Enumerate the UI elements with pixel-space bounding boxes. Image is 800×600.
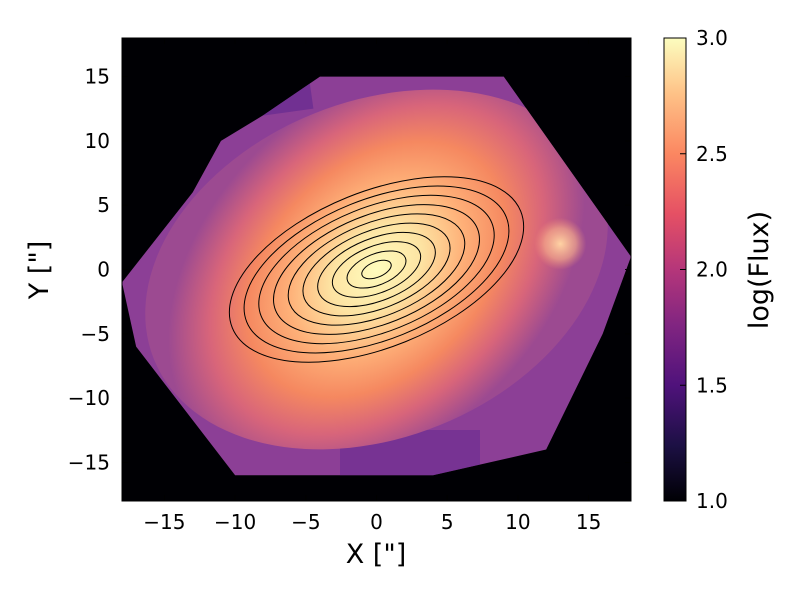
contours	[228, 176, 525, 363]
colorbar-tick-label: 2.5	[696, 142, 728, 166]
colorbar-tick-label: 1.5	[696, 373, 728, 397]
y-tick-label: −5	[81, 322, 110, 346]
contour-3	[331, 241, 422, 298]
x-tick-label: −15	[143, 510, 185, 534]
y-axis-label: Y ["]	[24, 241, 55, 301]
colorbar-tick-label: 1.0	[696, 489, 728, 513]
y-tick-label: −10	[68, 386, 110, 410]
y-axis-ticks: −15 −10 −5 0 5 10 15	[68, 65, 631, 474]
colorbar-tick-label: 2.0	[696, 258, 728, 282]
x-tick-label: 5	[441, 510, 454, 534]
colorbar-label: log(Flux)	[744, 211, 775, 329]
contour-8	[258, 194, 495, 345]
x-tick-label: 0	[370, 510, 383, 534]
x-axis-label: X ["]	[346, 539, 407, 570]
y-tick-label: −15	[68, 450, 110, 474]
secondary-source	[534, 217, 587, 270]
x-tick-label: −5	[291, 510, 320, 534]
y-tick-label: 15	[85, 65, 110, 89]
contour-2	[346, 250, 407, 289]
contour-5	[302, 222, 451, 317]
contour-1	[361, 259, 392, 280]
x-axis-ticks: −15 −10 −5 0 5 10 15	[143, 38, 601, 534]
y-tick-label: 5	[97, 193, 110, 217]
colorbar-tick-label: 3.0	[696, 26, 728, 50]
x-tick-label: 10	[505, 510, 530, 534]
contour-4	[317, 231, 436, 308]
contour-7	[273, 204, 480, 335]
y-tick-label: 10	[85, 129, 110, 153]
x-tick-label: 15	[576, 510, 601, 534]
colorbar-ticks: 1.0 1.5 2.0 2.5 3.0	[680, 26, 728, 513]
x-tick-label: −10	[214, 510, 256, 534]
contour-6	[287, 213, 466, 326]
contour-10	[228, 176, 525, 363]
y-tick-label: 0	[97, 258, 110, 282]
contour-9	[243, 185, 510, 354]
galaxy-halo	[145, 89, 608, 450]
